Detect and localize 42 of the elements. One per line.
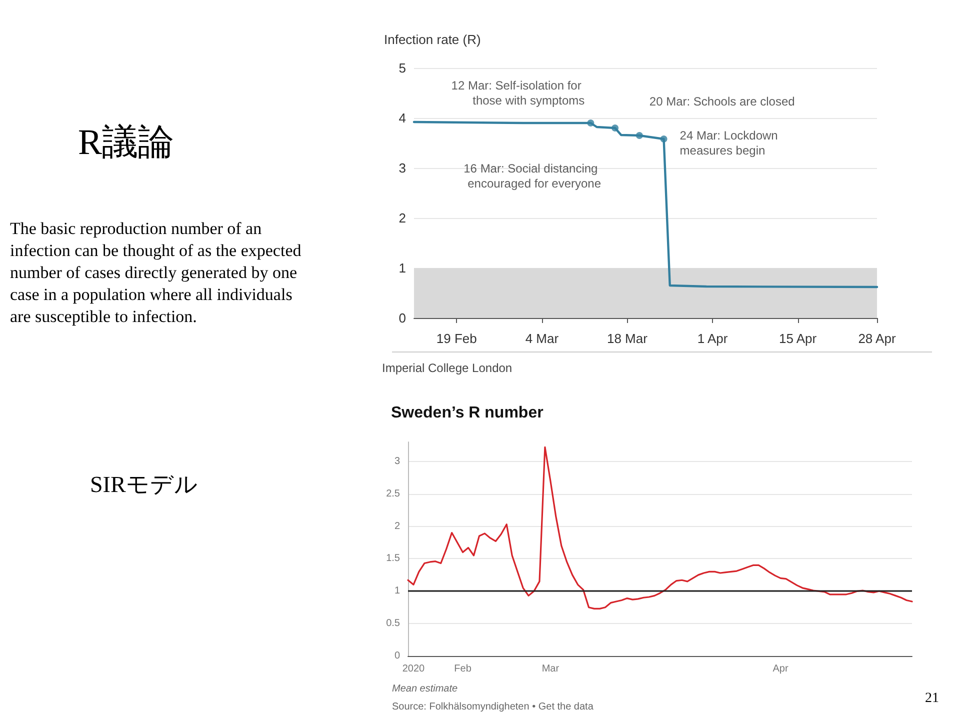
y-tick-label: 2 [394, 520, 400, 532]
x-tick-label: Mar [542, 664, 560, 674]
x-tick-label: 18 Mar [606, 331, 648, 346]
y-tick-label: 5 [398, 60, 406, 76]
x-tick-label: 1 Apr [697, 331, 728, 346]
y-tick-label: 0 [398, 310, 406, 326]
text: R議論 [78, 121, 174, 164]
source-note: Source: Folkhälsomyndigheten • Get the data [392, 702, 594, 712]
point [660, 136, 668, 142]
annotation: 20 Mar: Schools are closed [649, 94, 795, 108]
point [587, 120, 594, 126]
y-tick-label: 0 [394, 650, 400, 662]
y-tick-label: 1 [398, 260, 406, 276]
point [612, 124, 619, 132]
text: The basic reproduction number of an infection can be thought of as the expected number of cases directly generated by one case in a population where all individuals are susceptible to infection. [10, 218, 302, 328]
y-tick-label: 0.5 [386, 618, 400, 630]
x-tick-label: Apr [772, 664, 789, 674]
x-tick-label: 19 Feb [436, 331, 477, 346]
text: Imperial College London [382, 361, 512, 375]
y-tick-label: 2 [398, 210, 406, 226]
annotation: 24 Mar: Lockdown measures begin [680, 128, 782, 158]
y-tick-label: 1 [394, 586, 400, 597]
text: Mean estimate [392, 684, 458, 694]
y-tick-label: 1.5 [386, 553, 400, 564]
x-tick-label: 2020 [402, 664, 426, 674]
y-tick-label: 2.5 [386, 488, 400, 500]
x-tick-label: Feb [454, 664, 472, 674]
point [636, 132, 643, 139]
annotation: 16 Mar: Social distancing encouraged for everyone [464, 162, 602, 190]
y-tick-label: 4 [398, 110, 406, 126]
x-tick-label: 15 Apr [779, 331, 818, 346]
line-series [412, 120, 878, 288]
x-tick-label: 4 Mar [525, 331, 560, 346]
line-series [407, 446, 913, 610]
annotation: 12 Mar: Self-isolation for those with symptoms [451, 78, 585, 108]
x-tick-label: 28 Apr [858, 331, 896, 346]
y-tick-label: 3 [398, 160, 406, 176]
text: SIRモデル [90, 471, 199, 499]
text: 21 [925, 690, 940, 708]
y-axis-title: Infection rate (R) [384, 32, 481, 47]
chart-title: Sweden’s R number [391, 404, 544, 422]
y-tick-label: 3 [394, 456, 400, 467]
